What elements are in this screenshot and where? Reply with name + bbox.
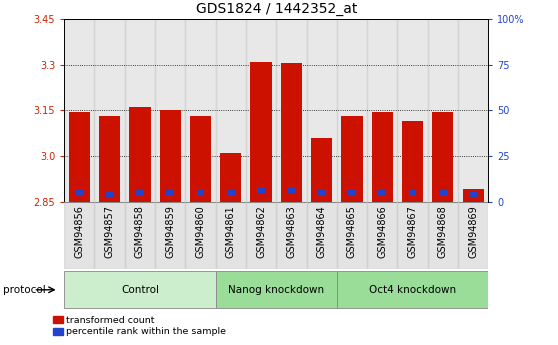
Text: GDS1824 / 1442352_at: GDS1824 / 1442352_at <box>195 1 357 16</box>
Bar <box>196 190 204 196</box>
Bar <box>397 202 427 269</box>
Bar <box>64 19 94 202</box>
Bar <box>215 202 246 269</box>
Bar <box>136 190 143 196</box>
Bar <box>469 191 477 197</box>
Bar <box>106 191 113 197</box>
Bar <box>94 202 125 269</box>
Bar <box>337 19 367 202</box>
Bar <box>251 62 272 202</box>
Bar <box>287 187 295 193</box>
Text: GSM94860: GSM94860 <box>195 205 205 258</box>
Bar <box>69 112 90 202</box>
Bar <box>185 202 215 269</box>
Bar <box>94 19 125 202</box>
Bar <box>129 107 151 202</box>
Bar <box>372 112 393 202</box>
Text: GSM94864: GSM94864 <box>316 205 326 258</box>
Bar <box>432 112 454 202</box>
Bar <box>99 117 120 202</box>
Bar <box>378 190 386 196</box>
Text: GSM94866: GSM94866 <box>377 205 387 258</box>
FancyBboxPatch shape <box>64 271 215 308</box>
Text: GSM94859: GSM94859 <box>165 205 175 258</box>
Text: GSM94862: GSM94862 <box>256 205 266 258</box>
Text: Control: Control <box>121 285 159 295</box>
Bar <box>246 202 276 269</box>
FancyBboxPatch shape <box>215 271 337 308</box>
FancyBboxPatch shape <box>337 271 488 308</box>
Text: GSM94867: GSM94867 <box>407 205 417 258</box>
Bar <box>397 19 427 202</box>
Bar <box>257 187 265 193</box>
Bar <box>427 19 458 202</box>
Text: Nanog knockdown: Nanog knockdown <box>228 285 324 295</box>
Bar <box>341 117 363 202</box>
Bar <box>463 189 484 202</box>
Bar <box>367 19 397 202</box>
Text: GSM94861: GSM94861 <box>226 205 236 258</box>
Text: GSM94865: GSM94865 <box>347 205 357 258</box>
Text: GSM94856: GSM94856 <box>74 205 84 258</box>
Text: protocol: protocol <box>3 285 46 295</box>
Text: GSM94863: GSM94863 <box>286 205 296 258</box>
Bar <box>276 19 306 202</box>
Bar <box>125 19 155 202</box>
Bar <box>458 19 488 202</box>
Bar <box>220 153 242 202</box>
Bar <box>402 121 423 202</box>
Bar <box>306 19 337 202</box>
Bar <box>160 110 181 202</box>
Text: Oct4 knockdown: Oct4 knockdown <box>369 285 456 295</box>
Bar <box>458 202 488 269</box>
Bar <box>367 202 397 269</box>
Bar <box>64 202 94 269</box>
Bar <box>190 116 211 202</box>
Bar <box>408 190 416 196</box>
Bar <box>311 138 332 202</box>
Bar <box>185 19 215 202</box>
Bar <box>227 190 234 196</box>
Bar <box>318 190 325 196</box>
Text: GSM94869: GSM94869 <box>468 205 478 258</box>
Bar <box>337 202 367 269</box>
Text: GSM94857: GSM94857 <box>104 205 114 258</box>
Bar <box>75 190 83 196</box>
Bar <box>155 19 185 202</box>
Bar <box>155 202 185 269</box>
Bar <box>427 202 458 269</box>
Bar <box>215 19 246 202</box>
Bar <box>306 202 337 269</box>
Text: GSM94858: GSM94858 <box>135 205 145 258</box>
Bar <box>439 190 446 196</box>
Bar <box>348 190 356 196</box>
Bar <box>166 190 174 196</box>
Bar <box>246 19 276 202</box>
Bar <box>125 202 155 269</box>
Bar <box>276 202 306 269</box>
Bar <box>281 63 302 202</box>
Text: GSM94868: GSM94868 <box>438 205 448 258</box>
Legend: transformed count, percentile rank within the sample: transformed count, percentile rank withi… <box>49 312 230 340</box>
